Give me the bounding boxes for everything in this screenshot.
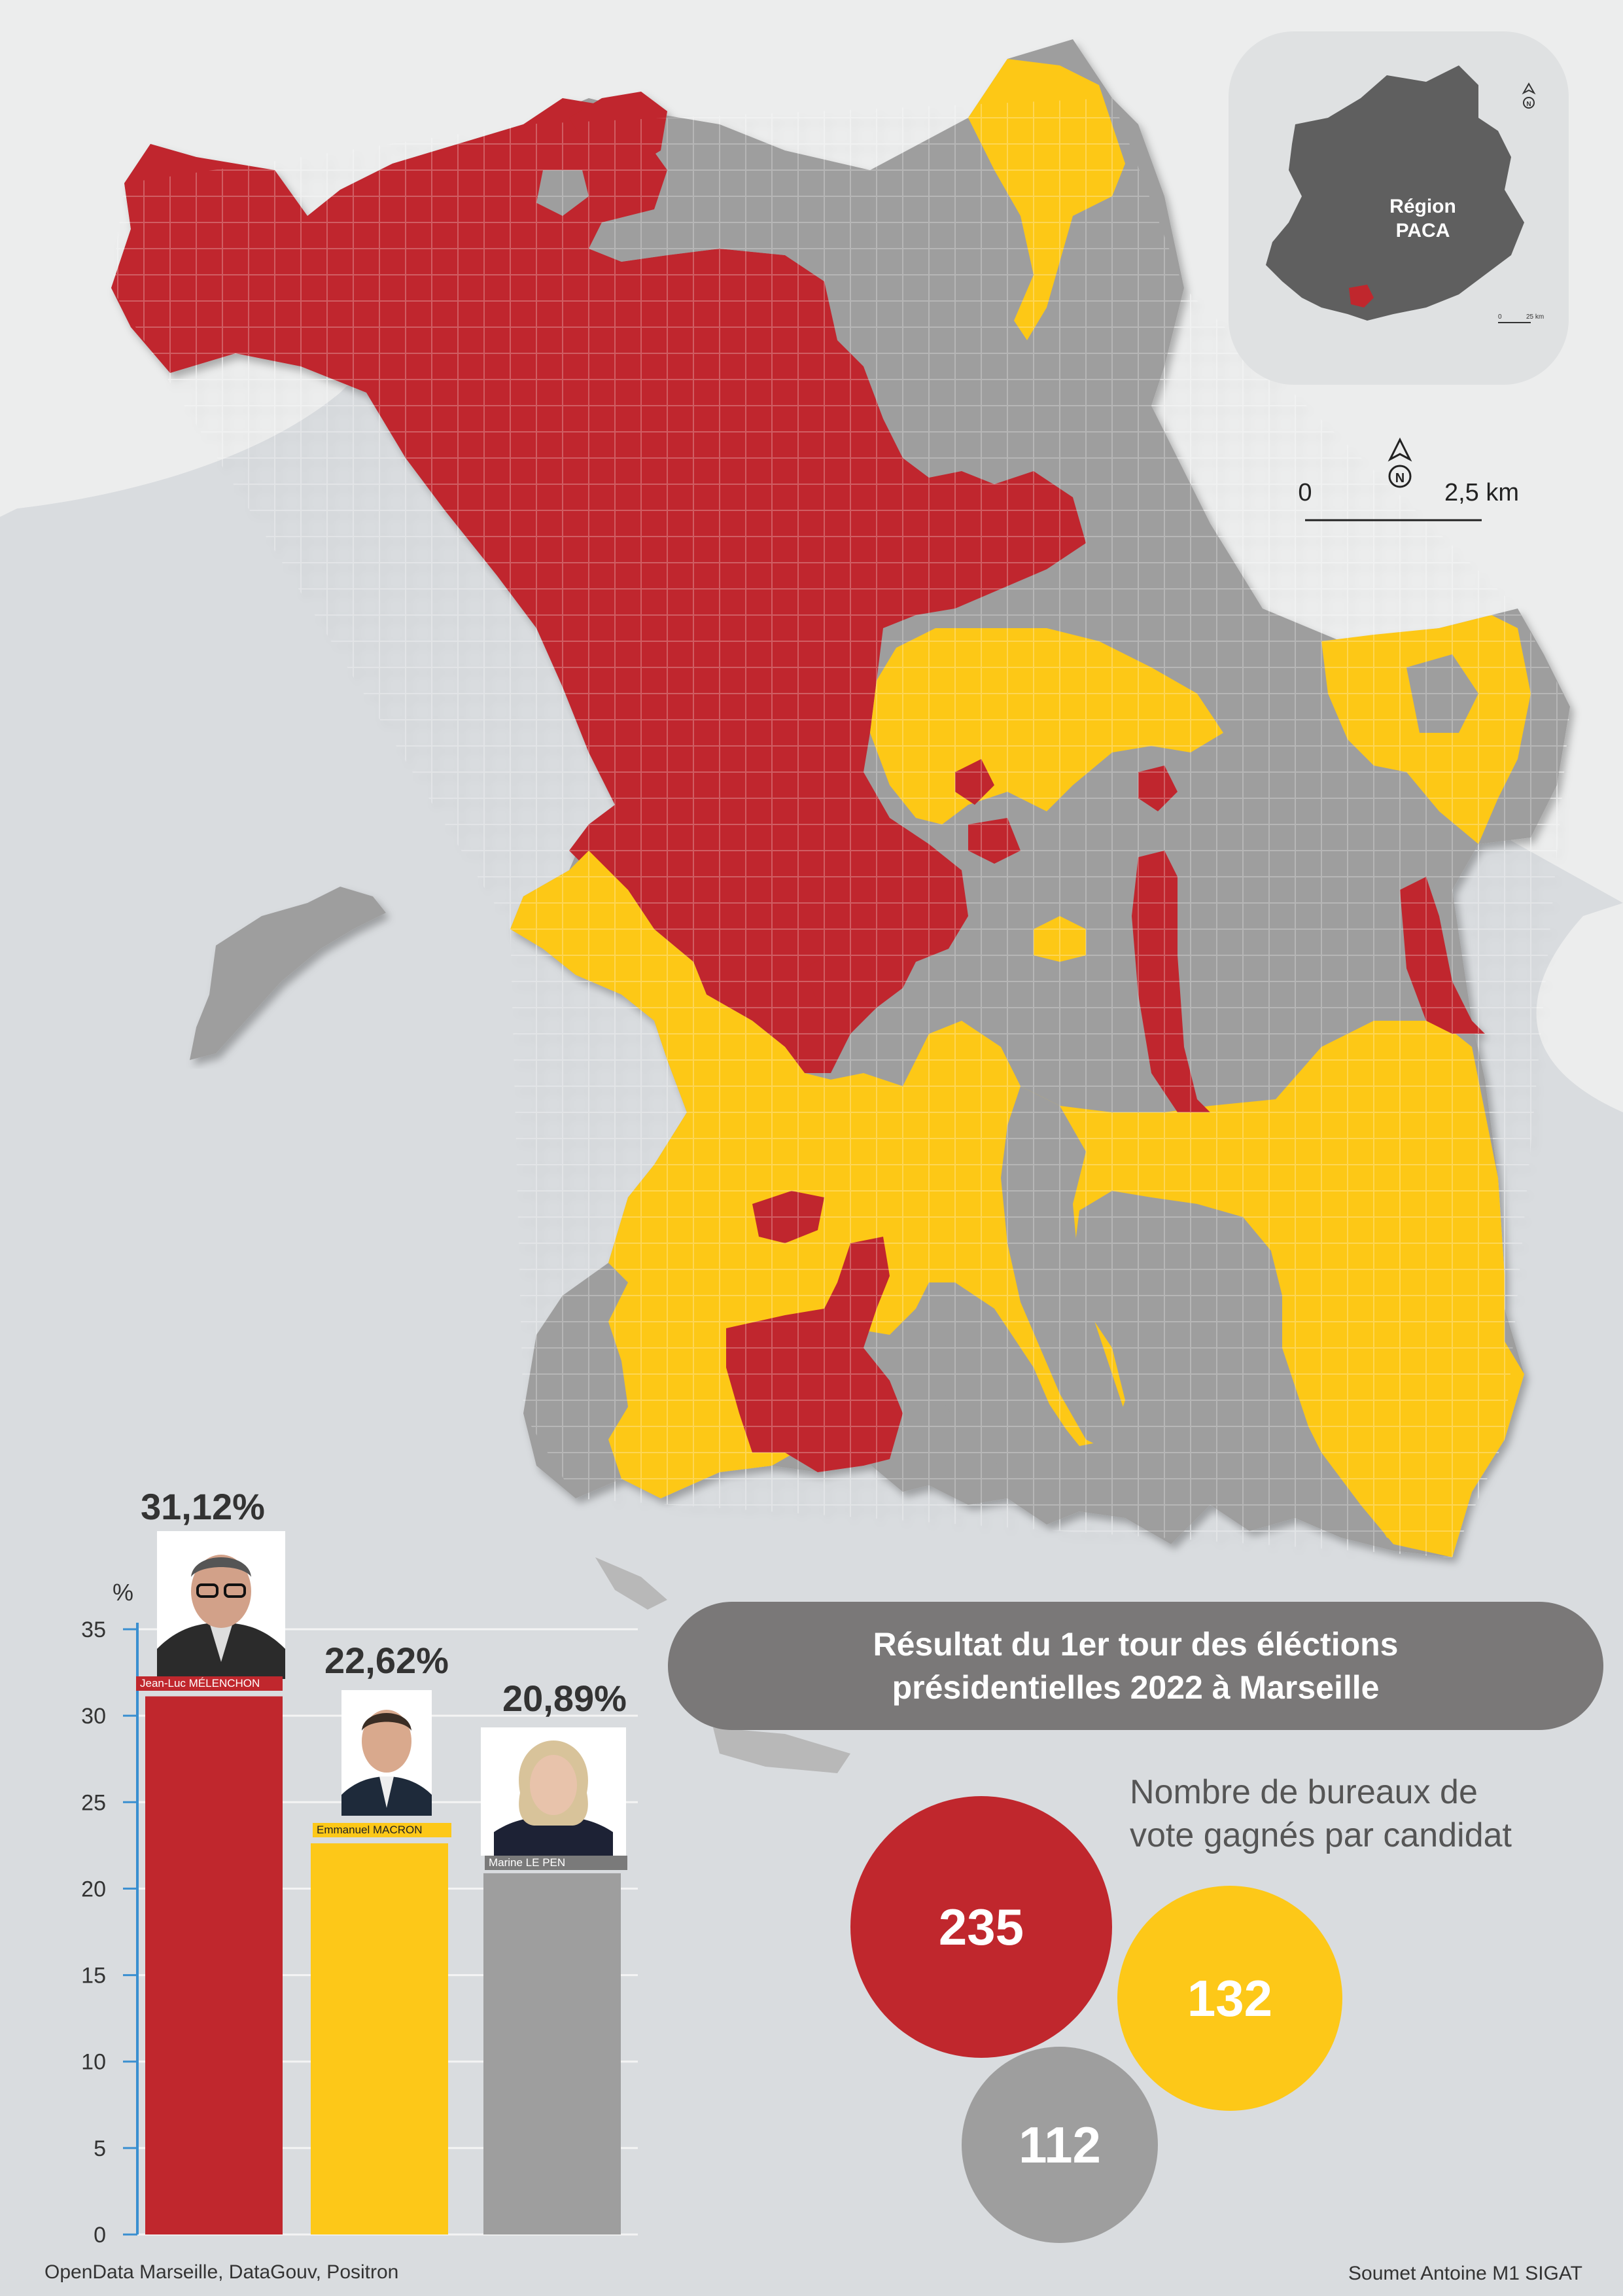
bubble-macron: 132	[1117, 1886, 1342, 2111]
title-banner: Résultat du 1er tour des éléctions prési…	[668, 1602, 1603, 1730]
y-tick-label: 25	[81, 1790, 106, 1815]
y-axis-label: %	[113, 1579, 133, 1606]
y-tick-label: 20	[81, 1877, 106, 1901]
north-arrow-icon: N	[1387, 437, 1412, 488]
melenchon-portrait	[157, 1531, 285, 1679]
paca-region-shape	[1266, 65, 1524, 321]
lepen-value-label: 20,89%	[502, 1678, 627, 1719]
lepen-name-tag: Marine LE PEN	[485, 1856, 627, 1870]
y-tick-label: 30	[81, 1704, 106, 1729]
scale-end-label: 2,5 km	[1444, 479, 1519, 506]
bubble-melenchon: 235	[850, 1796, 1112, 2058]
vote-share-chart: 0 5 10 15 20 25 30 35%	[0, 1557, 654, 2251]
y-tick-label: 5	[94, 2136, 106, 2161]
lepen-portrait	[481, 1727, 626, 1856]
frioul-islands	[190, 887, 386, 1060]
inset-scale-zero: 0	[1498, 313, 1502, 321]
bubble-lepen: 112	[962, 2047, 1158, 2243]
island-riou	[713, 1727, 850, 1773]
melenchon-name-tag: Jean-Luc MÉLENCHON	[136, 1676, 283, 1691]
scale-zero-label: 0	[1298, 479, 1312, 506]
bar-0	[145, 1696, 283, 2234]
y-tick-label: 10	[81, 2050, 106, 2075]
chart-canvas: 0 5 10 15 20 25 30 35%	[81, 1579, 638, 2248]
title-line2: présidentielles 2022 à Marseille	[892, 1669, 1380, 1706]
inset-locator: Région PACA 0 25 km N	[1229, 31, 1569, 385]
inset-north-arrow-icon: N	[1522, 82, 1536, 109]
svg-text:N: N	[1395, 471, 1405, 486]
bureaux-caption: Nombre de bureaux de vote gagnés par can…	[1130, 1771, 1512, 1857]
y-tick-label: 0	[94, 2223, 106, 2248]
bureaux-caption-line1: Nombre de bureaux de	[1130, 1773, 1478, 1811]
y-tick-label: 15	[81, 1964, 106, 1988]
author-credit: Soumet Antoine M1 SIGAT	[1348, 2263, 1582, 2284]
island-small	[595, 1557, 667, 1610]
inset-scale-end: 25 km	[1526, 313, 1544, 321]
svg-text:N: N	[1526, 101, 1531, 108]
y-tick-label: 35	[81, 1617, 106, 1642]
bureaux-caption-line2: vote gagnés par candidat	[1130, 1816, 1512, 1854]
title-line1: Résultat du 1er tour des éléctions	[873, 1626, 1399, 1663]
macron-portrait	[341, 1690, 432, 1816]
macron-name-tag: Emmanuel MACRON	[313, 1823, 451, 1837]
inset-label-line2: PACA	[1396, 220, 1450, 241]
inset-label-line1: Région	[1389, 196, 1456, 217]
commune-shape	[111, 39, 1570, 1557]
source-credit: OpenData Marseille, DataGouv, Positron	[44, 2261, 399, 2283]
street-texture	[111, 98, 1570, 1557]
macron-value-label: 22,62%	[324, 1640, 449, 1681]
map-scale: N 0 2,5 km	[1298, 437, 1519, 521]
melenchon-value-label: 31,12%	[141, 1486, 265, 1527]
marseille-locator	[1349, 285, 1374, 308]
bar-1	[311, 1843, 448, 2234]
bar-2	[483, 1873, 621, 2234]
